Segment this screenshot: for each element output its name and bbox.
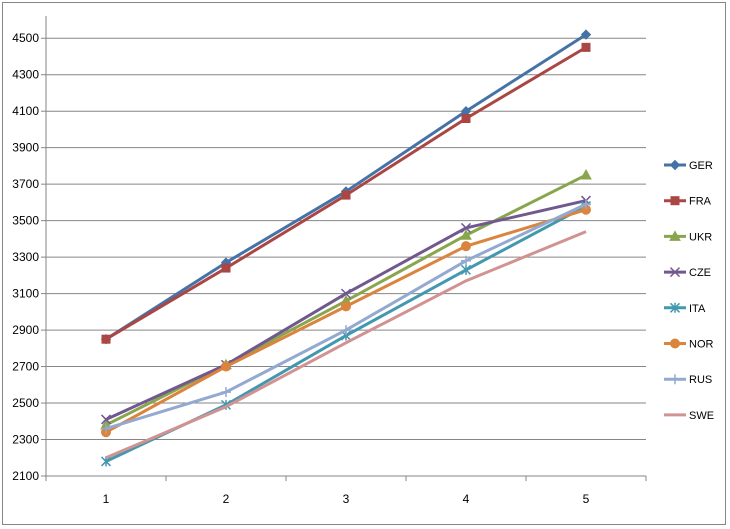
- y-tick-label: 2100: [12, 469, 39, 483]
- x-tick-label: 2: [223, 492, 230, 506]
- data-point-fra: [101, 334, 111, 344]
- x-tick-label: 1: [103, 492, 110, 506]
- legend-label-nor: NOR: [689, 339, 714, 351]
- legend-marker-fra: [670, 196, 680, 206]
- x-tick-label: 3: [343, 492, 350, 506]
- legend: GER FRA UKR CZE ITA NOR RUS SWE: [664, 159, 714, 422]
- data-point-cze: [100, 414, 112, 425]
- axes: 2100 2300 2500 2700 2900 3100 3300 3500 3700 3900…: [12, 16, 647, 506]
- y-tick-label: 3900: [12, 141, 39, 155]
- legend-marker-ger: [669, 159, 681, 171]
- data-point-ukr: [460, 229, 472, 240]
- y-tick-label: 2700: [12, 360, 39, 374]
- data-point-rus: [221, 387, 231, 398]
- x-tick-label: 4: [463, 492, 470, 506]
- y-tick-label: 2500: [12, 396, 39, 410]
- data-point-nor: [341, 301, 351, 312]
- legend-label-fra: FRA: [689, 196, 712, 208]
- data-point-ita: [100, 456, 112, 467]
- data-point-ita: [460, 264, 472, 275]
- legend-label-ger: GER: [689, 160, 713, 172]
- legend-label-swe: SWE: [689, 410, 714, 422]
- y-tick-label: 4300: [12, 68, 39, 82]
- data-point-rus: [461, 255, 471, 266]
- y-tick-label: 2300: [12, 433, 39, 447]
- y-tick-label: 3500: [12, 214, 39, 228]
- data-point-fra: [221, 263, 231, 273]
- data-point-fra: [341, 190, 351, 200]
- series-line-swe: [105, 230, 587, 460]
- data-point-ukr: [580, 169, 592, 180]
- series-line-rus: [105, 202, 587, 431]
- data-point-rus: [341, 325, 351, 336]
- legend-label-rus: RUS: [689, 374, 712, 386]
- data-point-nor: [221, 361, 231, 372]
- x-tick-label: 5: [583, 492, 590, 506]
- data-point-fra: [461, 113, 471, 123]
- y-tick-label: 2900: [12, 323, 39, 337]
- legend-marker-rus: [670, 374, 680, 385]
- legend-marker-ita: [669, 302, 681, 313]
- series-lines: [100, 29, 592, 467]
- data-point-cze: [460, 222, 472, 233]
- y-tick-label: 4100: [12, 104, 39, 118]
- data-point-nor: [461, 241, 471, 252]
- gridlines: [46, 37, 646, 441]
- legend-label-ita: ITA: [689, 303, 706, 315]
- y-tick-label: 4500: [12, 31, 39, 45]
- legend-marker-ukr: [669, 230, 681, 241]
- legend-label-ukr: UKR: [689, 231, 712, 243]
- legend-marker-cze: [669, 267, 681, 278]
- data-point-fra: [581, 42, 591, 52]
- legend-label-cze: CZE: [689, 267, 711, 279]
- data-point-rus: [101, 423, 111, 434]
- data-point-cze: [340, 288, 352, 299]
- legend-marker-nor: [670, 338, 680, 349]
- y-tick-label: 3700: [12, 177, 39, 191]
- y-tick-label: 3300: [12, 250, 39, 264]
- y-tick-label: 3100: [12, 287, 39, 301]
- data-point-ger: [580, 29, 592, 40]
- data-point-rus: [581, 199, 591, 210]
